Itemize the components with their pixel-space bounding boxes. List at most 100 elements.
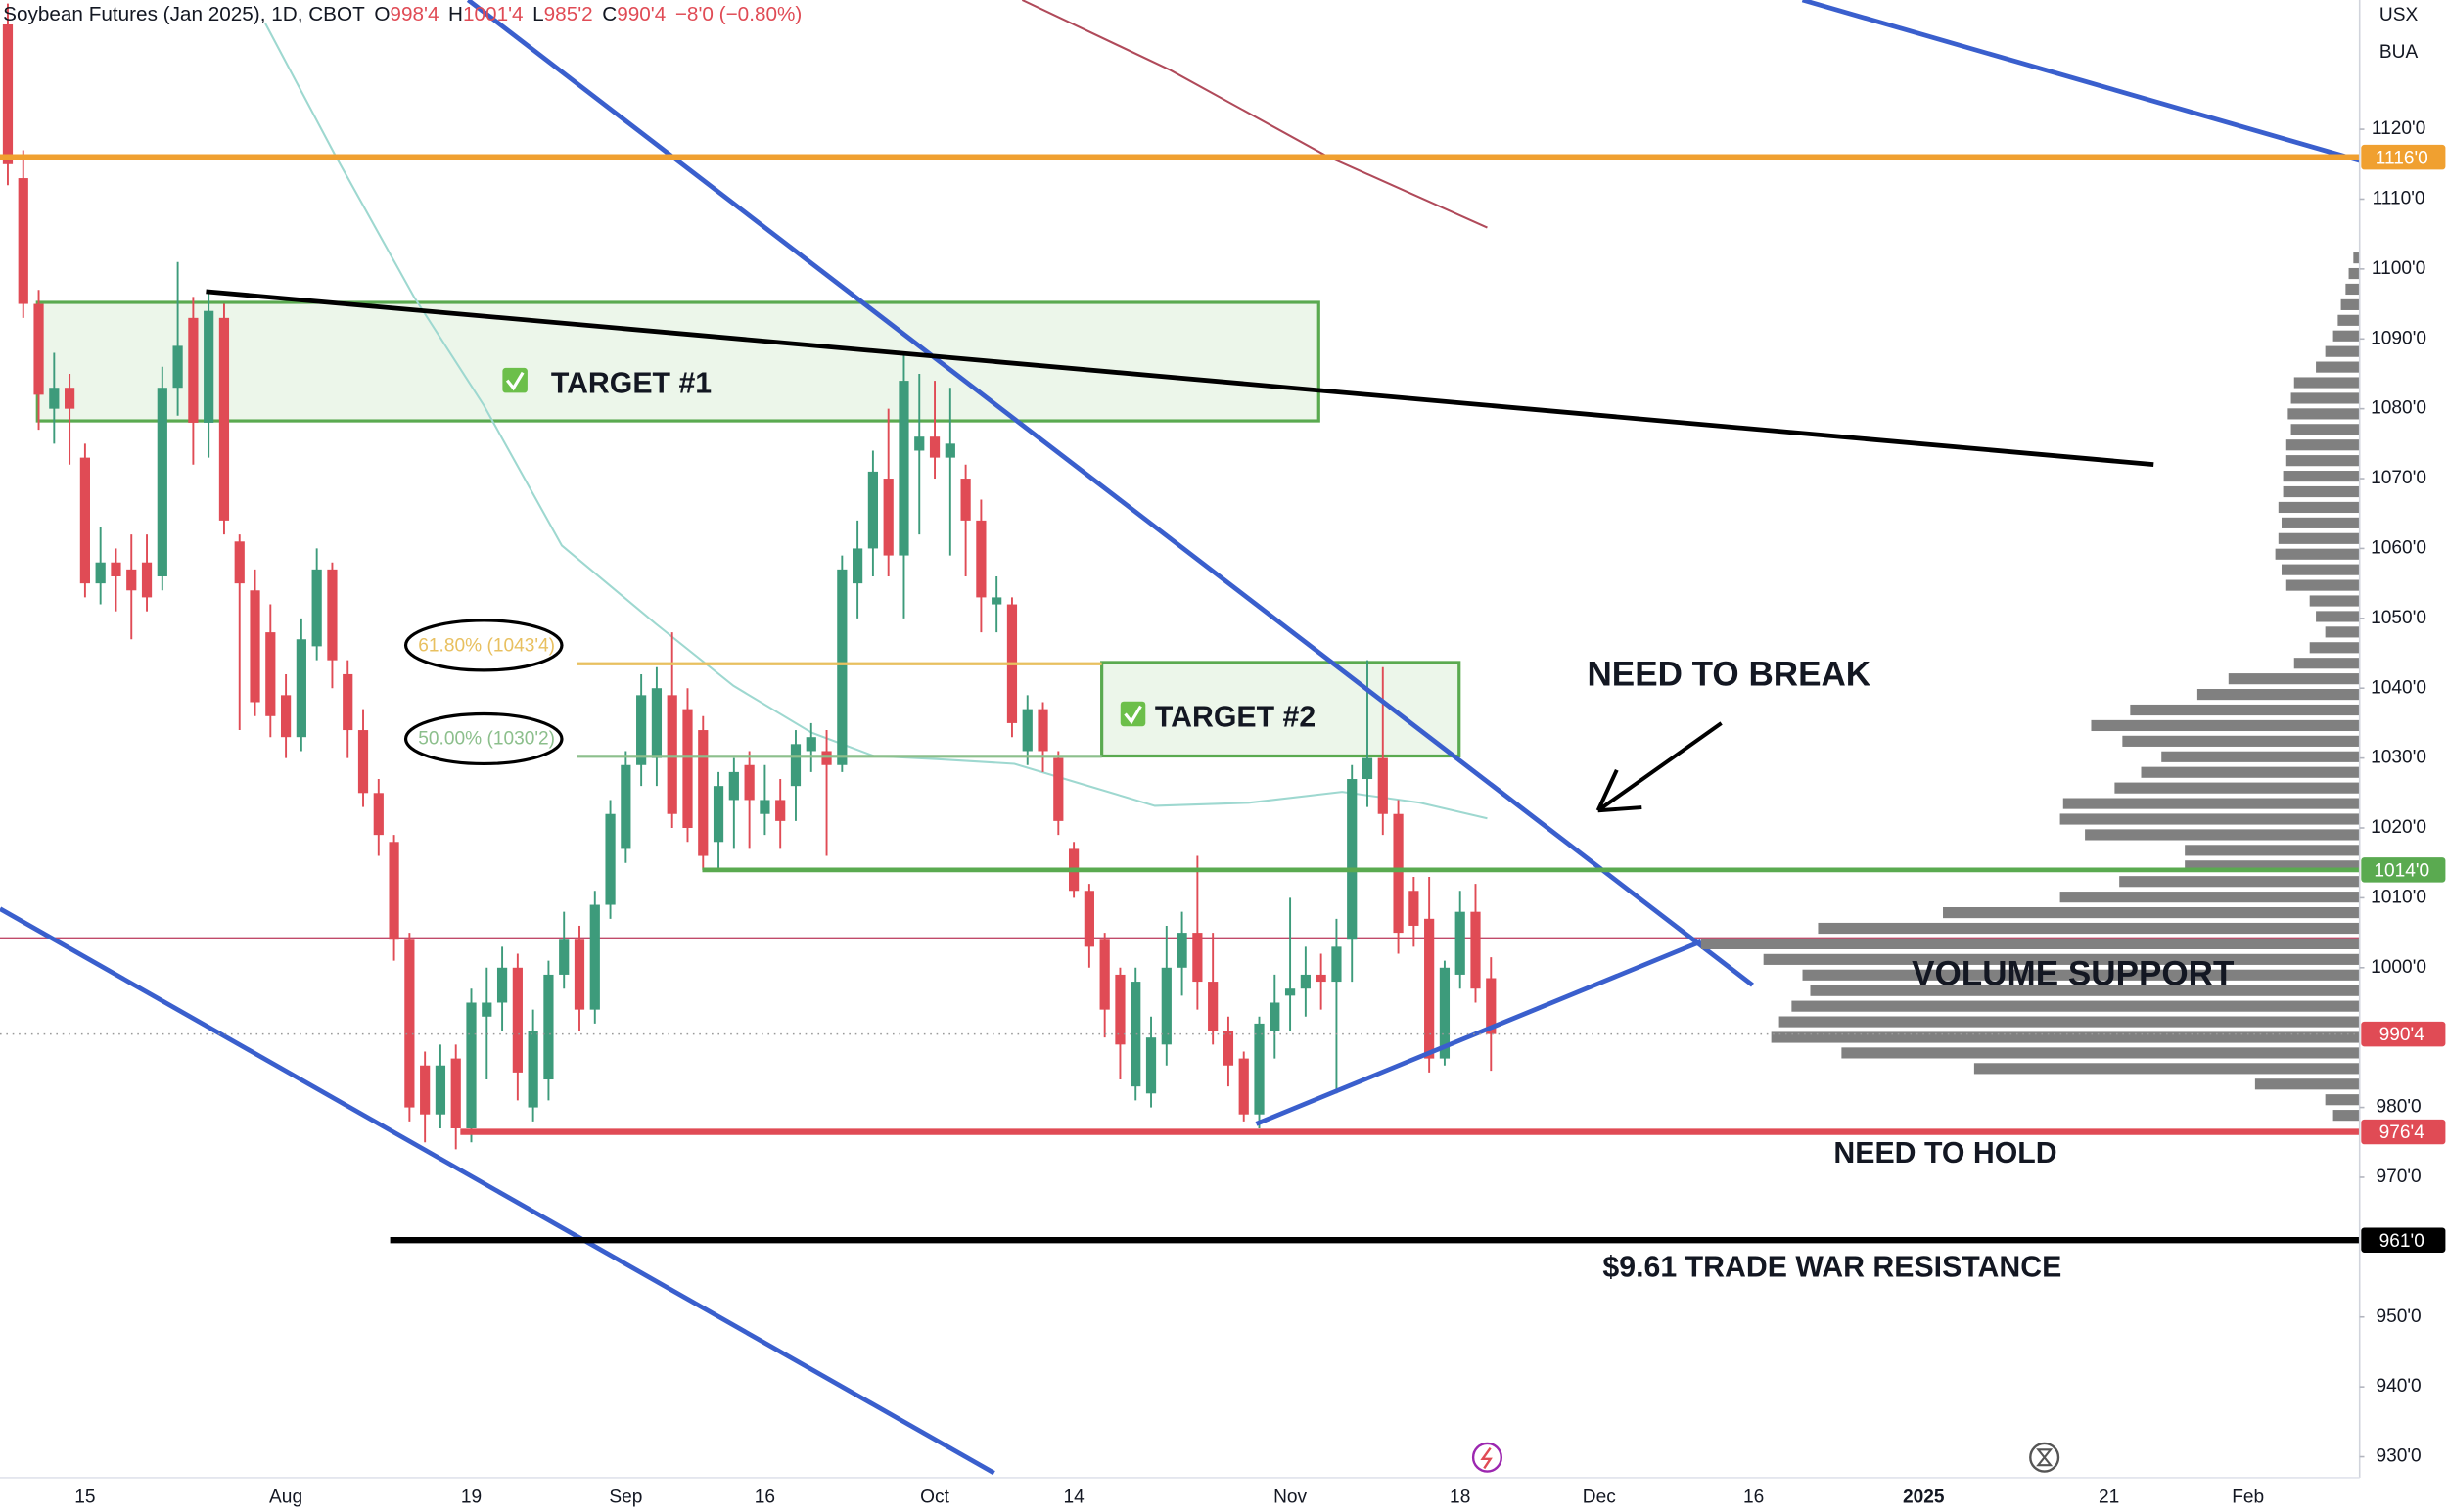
candle-body (1038, 709, 1048, 752)
y-tick-label: 980'0 (2376, 1097, 2421, 1118)
volume-bar (1778, 1016, 2360, 1028)
volume-bar (2130, 704, 2360, 716)
candle-body (1053, 757, 1064, 821)
fib-label: 50.00% (1030'2) (418, 728, 555, 749)
volume-bar (2085, 829, 2360, 841)
annotation: NEED TO HOLD (1833, 1137, 2056, 1169)
candle-body (899, 381, 909, 556)
volume-bar (2309, 595, 2360, 607)
candle-body (651, 688, 663, 758)
ohlc-key: O (374, 3, 390, 25)
candle-body (280, 695, 292, 738)
annotation: NEED TO BREAK (1587, 656, 1870, 694)
plot-area: 61.80% (1043'4) 50.00% (1030'2) (0, 0, 2360, 1476)
fib-label: 61.80% (1043'4) (418, 636, 555, 657)
x-tick-label: 14 (1063, 1488, 1085, 1508)
candle-body (1284, 988, 1296, 996)
price-label-bg (2361, 144, 2446, 170)
trendline (206, 289, 2154, 468)
ohlc-value: 998'4 (390, 3, 439, 25)
x-tick-label: 21 (2099, 1488, 2119, 1508)
candle-body (389, 842, 399, 940)
y-tick-label: 1020'0 (2371, 817, 2426, 838)
candle-body (157, 388, 167, 576)
candle-body (311, 569, 322, 647)
candle-body (960, 479, 971, 521)
y-tick-label: 1090'0 (2371, 328, 2426, 348)
candle-body (682, 709, 693, 829)
candle-body (945, 443, 955, 458)
volume-bar (2353, 252, 2360, 264)
candle-body (1300, 974, 1311, 989)
x-tick-label: Feb (2232, 1488, 2264, 1508)
candle-body (466, 1002, 477, 1128)
candle-body (1424, 918, 1435, 1059)
candle-body (605, 813, 616, 905)
y-tick-label: 1070'0 (2371, 468, 2426, 488)
candle-body (1177, 933, 1187, 968)
candle-body (1115, 974, 1126, 1045)
candle-body (250, 590, 260, 703)
volume-bar (1802, 969, 2360, 981)
candle-body (435, 1065, 446, 1115)
y-tick-label: 930'0 (2376, 1446, 2421, 1467)
candle-body (1022, 709, 1033, 752)
y-tick-label: 940'0 (2376, 1376, 2421, 1397)
volume-bar (2059, 813, 2360, 825)
volume-bar (1841, 1047, 2360, 1059)
y-tick-label: 1060'0 (2371, 537, 2426, 558)
volume-bar (2290, 392, 2360, 404)
volume-bar (1700, 938, 2360, 950)
x-tick-label: Dec (1583, 1488, 1616, 1508)
trendline (0, 906, 995, 1476)
event-icon[interactable] (1471, 1442, 1502, 1473)
candle-body (512, 967, 523, 1073)
price-label-bg (2361, 857, 2446, 883)
candle-body (914, 436, 925, 451)
price-label: 990'4 (2379, 1025, 2425, 1045)
candle-body (2, 23, 14, 164)
volume-bar (2114, 782, 2360, 794)
volume-bar (2348, 267, 2360, 280)
candle-body (327, 569, 338, 661)
volume-bar (2059, 892, 2360, 903)
volume-bar (2325, 1094, 2360, 1106)
candle-body (1486, 978, 1497, 1034)
volume-bar (1943, 907, 2360, 919)
candle-body (1145, 1037, 1157, 1094)
y-tick-label: 1000'0 (2371, 957, 2426, 978)
volume-bar (2141, 766, 2360, 778)
currency: USX (2379, 5, 2419, 25)
highlight-ellipse (403, 619, 564, 672)
candle-body (713, 786, 724, 843)
candle-body (95, 562, 106, 584)
candle-body (636, 695, 647, 765)
ohlc-value: 1001'4 (463, 3, 524, 25)
candle-body (1454, 911, 1465, 975)
volume-bar (2337, 314, 2360, 326)
volume-bar (1810, 985, 2360, 996)
candle-body (482, 1002, 492, 1017)
candle-body (33, 303, 44, 395)
x-tick-label: 16 (1743, 1488, 1764, 1508)
x-tick-label: Aug (269, 1488, 302, 1508)
annotation: $9.61 TRADE WAR RESISTANCE (1602, 1252, 2061, 1284)
x-tick-label: 18 (1450, 1488, 1470, 1508)
x-tick-label: 15 (74, 1488, 95, 1508)
volume-bar (2091, 719, 2360, 732)
candle-body (234, 541, 245, 584)
candle-body (265, 632, 276, 716)
candle-body (1439, 967, 1451, 1059)
x-tick-label: Nov (1273, 1488, 1307, 1508)
event-icon[interactable] (2029, 1442, 2060, 1473)
check-icon (502, 367, 528, 393)
candle-body (296, 639, 306, 738)
volume-bar (2254, 1078, 2360, 1090)
x-tick-label: Oct (920, 1488, 949, 1508)
candle-body (976, 520, 987, 598)
y-tick-label: 970'0 (2376, 1167, 2421, 1187)
candle-body (1099, 939, 1110, 1010)
header: Soybean Futures (Jan 2025), 1D, CBOT O998… (3, 3, 802, 25)
candle-body (65, 388, 75, 409)
